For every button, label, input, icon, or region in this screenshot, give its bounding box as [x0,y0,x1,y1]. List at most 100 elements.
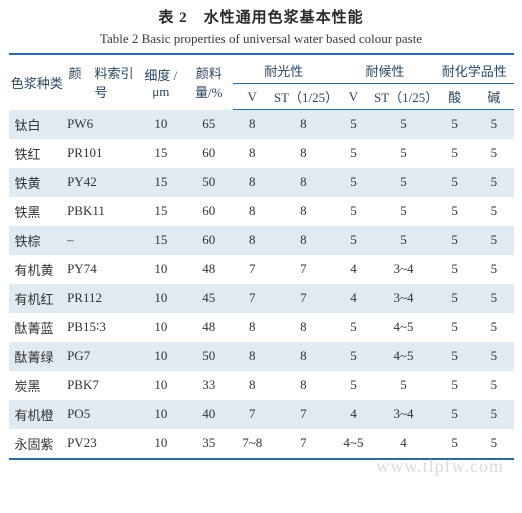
cell-index: PO5 [65,400,137,429]
cell-weather-st: 4~5 [372,313,435,342]
cell-weather-v: 5 [335,168,372,197]
table-title-en: Table 2 Basic properties of universal wa… [9,31,514,47]
cell-content: 45 [185,284,233,313]
table-row: 铁黄PY421550885555 [9,168,514,197]
cell-light-st: 7 [272,429,335,459]
table-row: 有机黄PY7410487743~455 [9,255,514,284]
cell-name: 铁红 [9,139,66,168]
cell-weather-st: 3~4 [372,284,435,313]
cell-acid: 5 [435,168,474,197]
cell-index: PY42 [65,168,137,197]
cell-light-v: 8 [233,110,272,139]
cell-weather-st: 3~4 [372,400,435,429]
cell-fineness: 10 [137,400,185,429]
cell-index: PR101 [65,139,137,168]
cell-acid: 5 [435,429,474,459]
cell-fineness: 10 [137,429,185,459]
cell-weather-v: 5 [335,371,372,400]
cell-light-v: 7 [233,284,272,313]
cell-acid: 5 [435,226,474,255]
cell-index: PV23 [65,429,137,459]
cell-name: 铁棕 [9,226,66,255]
table-row: 钛白PW61065885555 [9,110,514,139]
cell-acid: 5 [435,342,474,371]
col-group-weather: 耐候性 [335,54,435,84]
cell-content: 40 [185,400,233,429]
cell-fineness: 15 [137,226,185,255]
cell-acid: 5 [435,255,474,284]
cell-light-v: 8 [233,371,272,400]
cell-content: 35 [185,429,233,459]
cell-content: 50 [185,342,233,371]
table-row: 炭黑PBK71033885555 [9,371,514,400]
cell-acid: 5 [435,313,474,342]
cell-alkali: 5 [474,226,513,255]
cell-name: 永固紫 [9,429,66,459]
cell-name: 有机橙 [9,400,66,429]
cell-weather-v: 5 [335,197,372,226]
cell-weather-st: 5 [372,110,435,139]
cell-light-st: 8 [272,371,335,400]
table-row: 酞菁绿PG710508854~555 [9,342,514,371]
cell-fineness: 10 [137,284,185,313]
cell-fineness: 15 [137,168,185,197]
cell-acid: 5 [435,400,474,429]
col-weather-st: ST（1/25） [372,84,435,110]
cell-light-st: 8 [272,110,335,139]
col-content: 颜料量/% [185,54,233,110]
cell-weather-v: 5 [335,110,372,139]
col-chem-alkali: 碱 [474,84,513,110]
cell-weather-v: 5 [335,139,372,168]
cell-alkali: 5 [474,429,513,459]
col-group-chem: 耐化学品性 [435,54,513,84]
cell-content: 48 [185,313,233,342]
col-group-light: 耐光性 [233,54,335,84]
col-index: 颜 料索引号 [65,54,137,110]
cell-name: 炭黑 [9,371,66,400]
col-name: 色浆种类 [9,54,66,110]
table-title-zh: 表 2 水性通用色浆基本性能 [9,6,514,27]
cell-fineness: 10 [137,342,185,371]
cell-content: 60 [185,197,233,226]
cell-light-v: 7~8 [233,429,272,459]
cell-alkali: 5 [474,313,513,342]
col-light-v: V [233,84,272,110]
cell-alkali: 5 [474,168,513,197]
cell-name: 钛白 [9,110,66,139]
cell-weather-st: 5 [372,168,435,197]
cell-content: 60 [185,139,233,168]
cell-acid: 5 [435,139,474,168]
cell-acid: 5 [435,197,474,226]
cell-weather-st: 4 [372,429,435,459]
table-header: 色浆种类 颜 料索引号 细度 / μm 颜料量/% 耐光性 耐候性 耐化学品性 … [9,54,514,110]
cell-weather-v: 4~5 [335,429,372,459]
cell-weather-st: 4~5 [372,342,435,371]
cell-alkali: 5 [474,110,513,139]
cell-content: 48 [185,255,233,284]
cell-acid: 5 [435,284,474,313]
cell-fineness: 15 [137,139,185,168]
cell-acid: 5 [435,371,474,400]
cell-light-st: 7 [272,400,335,429]
cell-weather-v: 5 [335,342,372,371]
cell-name: 铁黑 [9,197,66,226]
cell-weather-v: 5 [335,226,372,255]
cell-light-v: 7 [233,400,272,429]
cell-fineness: 10 [137,110,185,139]
cell-light-st: 7 [272,284,335,313]
cell-fineness: 10 [137,255,185,284]
cell-alkali: 5 [474,139,513,168]
cell-index: PB15∶3 [65,313,137,342]
cell-light-v: 8 [233,313,272,342]
cell-content: 60 [185,226,233,255]
cell-index: – [65,226,137,255]
table-row: 铁红PR1011560885555 [9,139,514,168]
table-row: 永固紫PV2310357~874~5455 [9,429,514,459]
cell-content: 50 [185,168,233,197]
col-light-st: ST（1/25） [272,84,335,110]
cell-index: PBK11 [65,197,137,226]
cell-name: 酞菁绿 [9,342,66,371]
cell-light-v: 8 [233,197,272,226]
cell-content: 65 [185,110,233,139]
cell-weather-v: 4 [335,284,372,313]
